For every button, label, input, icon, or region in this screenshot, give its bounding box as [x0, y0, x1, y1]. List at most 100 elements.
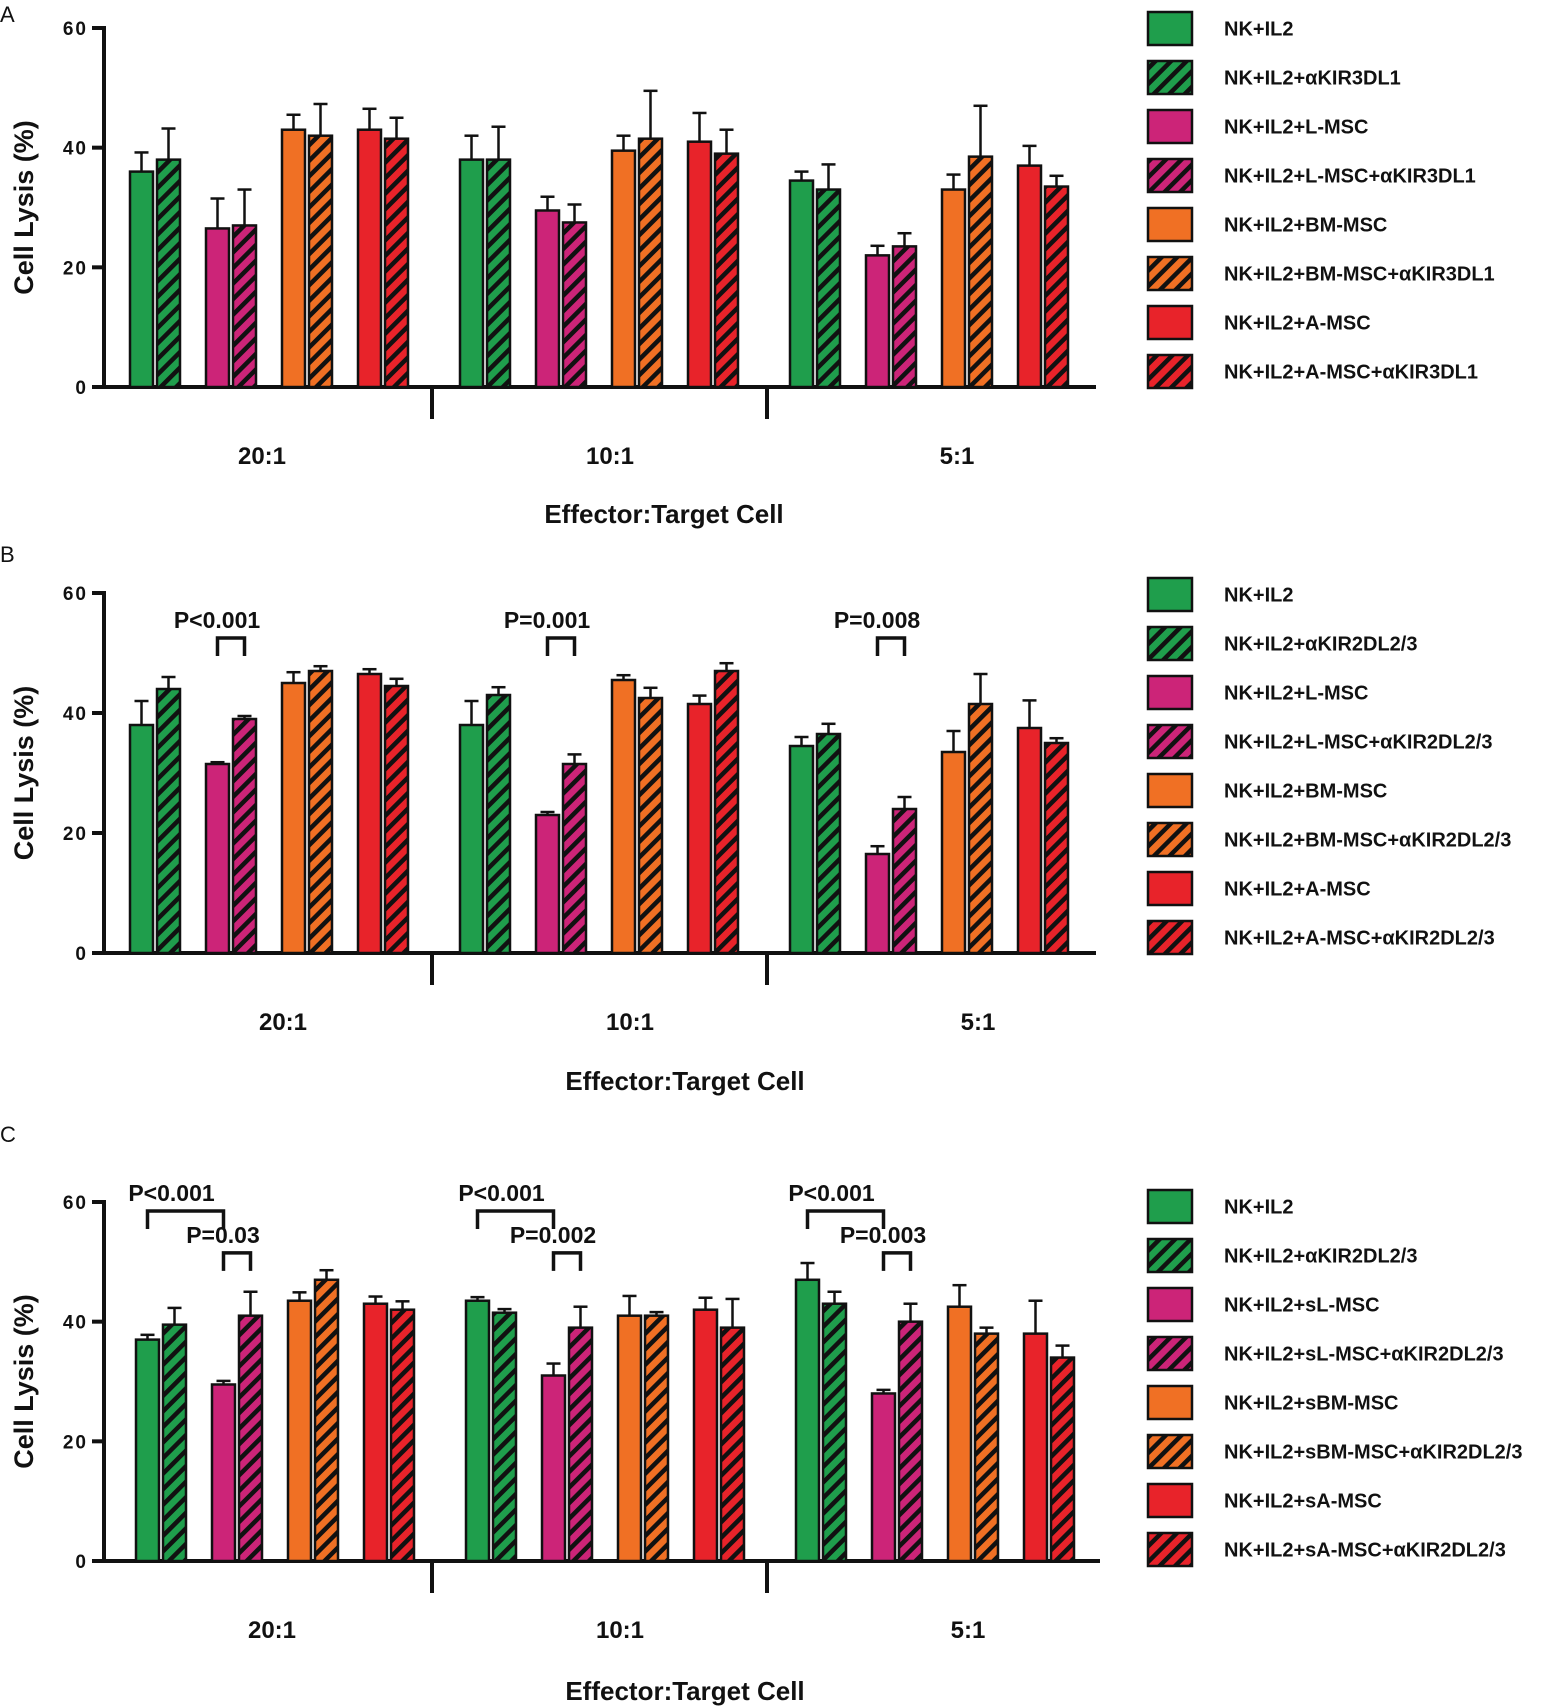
- bar-nk-il2-akir3dl1-5-1: [815, 188, 842, 389]
- y-tick-label: 20: [63, 1432, 88, 1453]
- legend-label-nk-il2-l-msc: NK+IL2+L-MSC: [1224, 117, 1368, 139]
- bar-nk-il2-bm-msc-20-1: [280, 681, 307, 955]
- bar-nk-il2-l-msc-5-1: [864, 254, 891, 389]
- bar-nk-il2-l-msc-akir3dl1-5-1: [891, 245, 918, 389]
- bar-nk-il2-akir2dl2-3-10-1: [485, 693, 512, 955]
- legend-swatch-nk-il2-sl-msc: [1146, 1286, 1194, 1323]
- bar-nk-il2-10-1: [458, 723, 485, 955]
- significance-bracket: [215, 636, 247, 656]
- legend-label-nk-il2-akir3dl1: NK+IL2+αKIR3DL1: [1224, 68, 1401, 90]
- bar-nk-il2-a-msc-akir3dl1-10-1: [713, 152, 740, 389]
- bar-nk-il2-l-msc-20-1: [204, 227, 231, 389]
- y-axis-label: Cell Lysis (%): [9, 120, 39, 295]
- bar-nk-il2-bm-msc-akir2dl2-3-10-1: [637, 696, 664, 955]
- p-value-label: P=0.003: [840, 1222, 926, 1248]
- legend-label-nk-il2-sbm-msc: NK+IL2+sBM-MSC: [1224, 1393, 1398, 1415]
- bar-nk-il2-sl-msc-10-1: [540, 1374, 567, 1563]
- bar-nk-il2-l-msc-akir3dl1-10-1: [561, 221, 588, 389]
- legend-swatch-nk-il2-akir2dl2-3: [1146, 1237, 1194, 1274]
- bar-nk-il2-l-msc-10-1: [534, 813, 561, 955]
- bar-nk-il2-5-1: [794, 1278, 821, 1563]
- bar-nk-il2-20-1: [128, 723, 155, 955]
- bar-nk-il2-sa-msc-5-1: [1022, 1332, 1049, 1563]
- legend-label-nk-il2-a-msc-akir2dl2-3: NK+IL2+A-MSC+αKIR2DL2/3: [1224, 928, 1495, 950]
- y-tick-label: 0: [75, 944, 88, 965]
- bar-nk-il2-bm-msc-5-1: [940, 750, 967, 955]
- legend-label-nk-il2-sl-msc: NK+IL2+sL-MSC: [1224, 1295, 1380, 1317]
- bar-nk-il2-bm-msc-5-1: [940, 188, 967, 389]
- legend-label-nk-il2-a-msc-akir3dl1: NK+IL2+A-MSC+αKIR3DL1: [1224, 362, 1478, 384]
- bar-nk-il2-akir2dl2-3-10-1: [491, 1311, 518, 1563]
- category-label-20-1: 20:1: [248, 1617, 296, 1644]
- legend-swatch-nk-il2-sbm-msc-akir2dl2-3: [1146, 1433, 1194, 1470]
- bar-nk-il2-sbm-msc-akir2dl2-3-5-1: [973, 1332, 1000, 1563]
- legend-label-nk-il2-a-msc: NK+IL2+A-MSC: [1224, 313, 1371, 335]
- legend-swatch-nk-il2-bm-msc-akir3dl1: [1146, 255, 1194, 292]
- category-label-10-1: 10:1: [606, 1009, 654, 1036]
- bar-nk-il2-a-msc-akir2dl2-3-10-1: [713, 669, 740, 955]
- legend: NK+IL2 NK+IL2+αKIR2DL2/3 NK+IL2+L-MSC NK+IL…: [1146, 576, 1511, 956]
- bar-nk-il2-sl-msc-akir2dl2-3-5-1: [897, 1320, 924, 1563]
- y-tick-label: 20: [63, 258, 88, 279]
- panel-label: C: [0, 1122, 16, 1147]
- legend-swatch-nk-il2-bm-msc: [1146, 772, 1194, 809]
- legend-label-nk-il2-l-msc-akir3dl1: NK+IL2+L-MSC+αKIR3DL1: [1224, 166, 1476, 188]
- legend-label-nk-il2-sa-msc: NK+IL2+sA-MSC: [1224, 1491, 1382, 1513]
- bar-nk-il2-akir2dl2-3-20-1: [161, 1323, 188, 1563]
- bar-nk-il2-sl-msc-akir2dl2-3-20-1: [237, 1314, 264, 1563]
- category-label-10-1: 10:1: [586, 443, 634, 470]
- p-value-label: P=0.002: [510, 1222, 596, 1248]
- bar-nk-il2-akir3dl1-20-1: [155, 158, 182, 389]
- bar-nk-il2-l-msc-20-1: [204, 762, 231, 955]
- legend-label-nk-il2-akir2dl2-3: NK+IL2+αKIR2DL2/3: [1224, 1246, 1417, 1268]
- bar-nk-il2-sa-msc-20-1: [362, 1302, 389, 1563]
- y-tick-label: 0: [75, 378, 88, 399]
- category-label-5-1: 5:1: [951, 1617, 986, 1644]
- bar-nk-il2-sl-msc-5-1: [870, 1392, 897, 1563]
- panel-label: B: [0, 542, 15, 567]
- bar-nk-il2-l-msc-5-1: [864, 852, 891, 955]
- legend-swatch-nk-il2-a-msc-akir2dl2-3: [1146, 919, 1194, 956]
- y-tick-label: 0: [75, 1552, 88, 1573]
- bar-nk-il2-bm-msc-akir2dl2-3-5-1: [967, 702, 994, 955]
- bar-nk-il2-5-1: [788, 744, 815, 955]
- p-value-label: P=0.03: [186, 1222, 260, 1248]
- legend-label-nk-il2-bm-msc-akir2dl2-3: NK+IL2+BM-MSC+αKIR2DL2/3: [1224, 830, 1511, 852]
- significance-bracket: [145, 1209, 226, 1229]
- panel-a: A 0 20 40 60 20:1 10:1 5:1 Effector:Target Cell C…: [0, 2, 1495, 529]
- bar-nk-il2-sbm-msc-20-1: [286, 1299, 313, 1563]
- bar-nk-il2-a-msc-20-1: [356, 128, 383, 389]
- bar-nk-il2-bm-msc-10-1: [610, 678, 637, 955]
- bar-nk-il2-l-msc-akir3dl1-20-1: [231, 224, 258, 389]
- bar-nk-il2-sbm-msc-akir2dl2-3-10-1: [643, 1314, 670, 1563]
- legend-swatch-nk-il2-l-msc: [1146, 674, 1194, 711]
- legend: NK+IL2 NK+IL2+αKIR3DL1 NK+IL2+L-MSC NK+IL2+…: [1146, 10, 1495, 390]
- legend-swatch-nk-il2-akir2dl2-3: [1146, 625, 1194, 662]
- panel-label: A: [0, 2, 15, 27]
- y-axis-label: Cell Lysis (%): [9, 1294, 39, 1469]
- bar-nk-il2-a-msc-akir3dl1-20-1: [383, 137, 410, 389]
- x-axis-label: Effector:Target Cell: [544, 499, 783, 529]
- legend-label-nk-il2-sa-msc-akir2dl2-3: NK+IL2+sA-MSC+αKIR2DL2/3: [1224, 1540, 1506, 1562]
- category-label-5-1: 5:1: [961, 1009, 996, 1036]
- bar-nk-il2-sa-msc-akir2dl2-3-20-1: [389, 1308, 416, 1563]
- bar-nk-il2-sbm-msc-10-1: [616, 1314, 643, 1563]
- p-value-label: P=0.001: [504, 607, 591, 633]
- legend-label-nk-il2-sl-msc-akir2dl2-3: NK+IL2+sL-MSC+αKIR2DL2/3: [1224, 1344, 1504, 1366]
- p-value-label: P=0.008: [834, 607, 921, 633]
- bar-nk-il2-bm-msc-10-1: [610, 149, 637, 389]
- legend-swatch-nk-il2-l-msc-akir3dl1: [1146, 157, 1194, 194]
- y-tick-label: 60: [63, 1193, 88, 1214]
- bar-nk-il2-sa-msc-akir2dl2-3-10-1: [719, 1326, 746, 1563]
- category-label-20-1: 20:1: [238, 443, 286, 470]
- legend-swatch-nk-il2-sl-msc-akir2dl2-3: [1146, 1335, 1194, 1372]
- bar-nk-il2-l-msc-akir2dl2-3-10-1: [561, 762, 588, 955]
- bar-nk-il2-20-1: [128, 170, 155, 389]
- legend-label-nk-il2-l-msc-akir2dl2-3: NK+IL2+L-MSC+αKIR2DL2/3: [1224, 732, 1492, 754]
- y-tick-label: 60: [63, 584, 88, 605]
- legend-label-nk-il2: NK+IL2: [1224, 19, 1293, 41]
- legend-swatch-nk-il2-l-msc-akir2dl2-3: [1146, 723, 1194, 760]
- significance-bracket: [475, 1209, 556, 1229]
- legend-swatch-nk-il2-bm-msc: [1146, 206, 1194, 243]
